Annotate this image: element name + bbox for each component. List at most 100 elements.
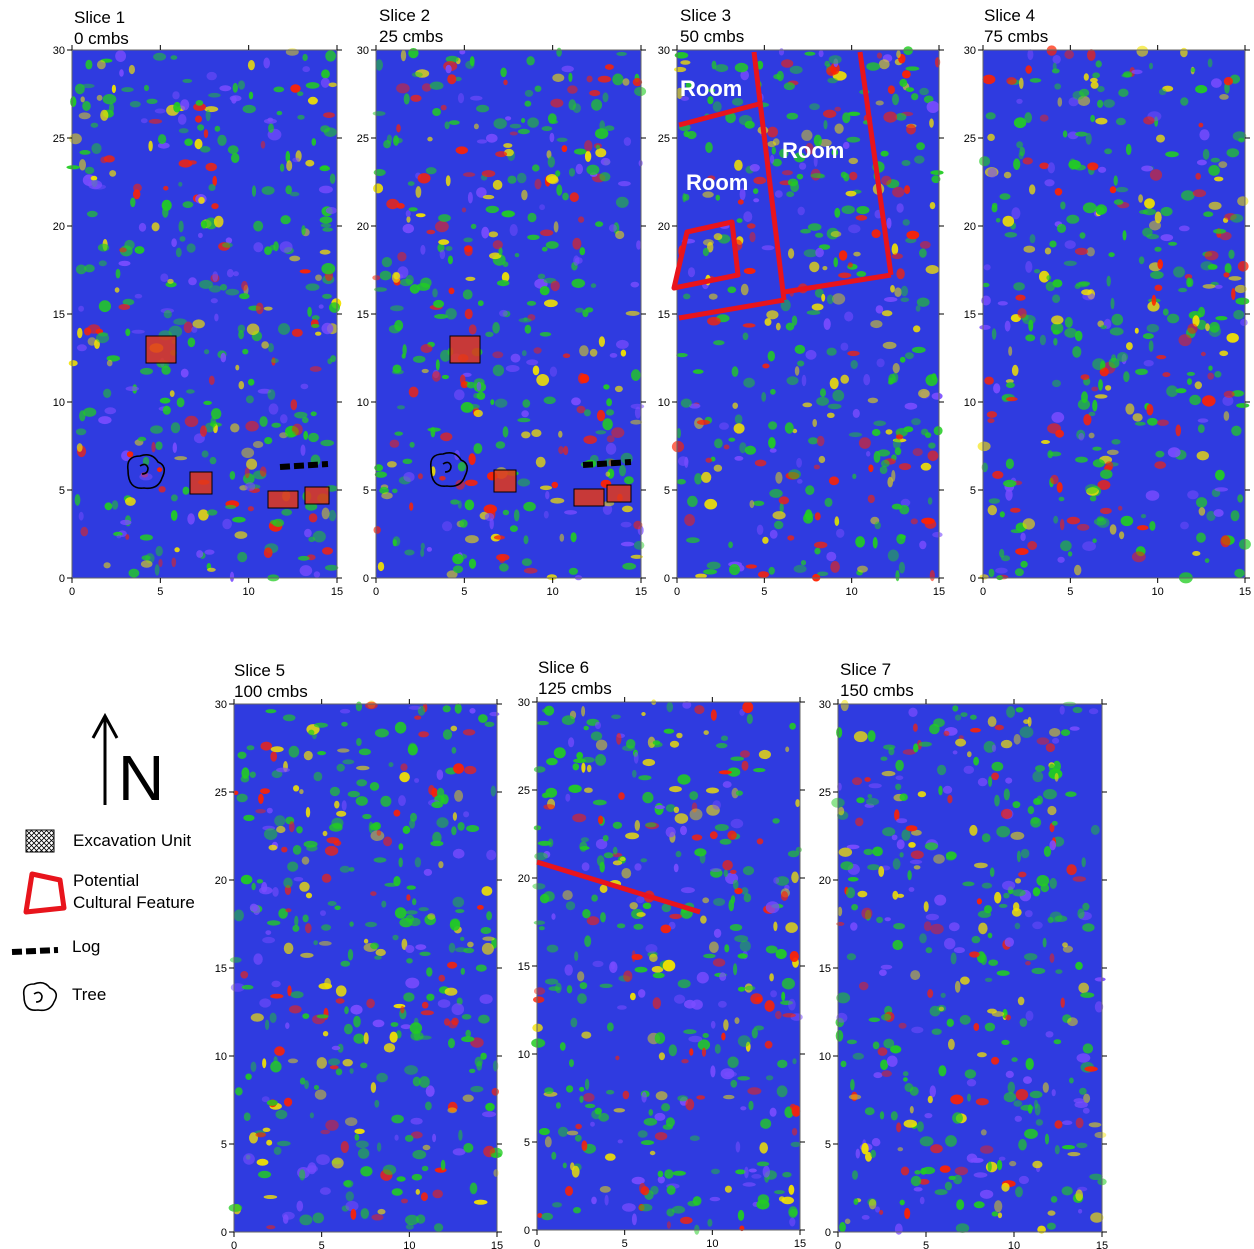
y-tick-label: 25 [819, 787, 831, 799]
slice-2: Slice 2 25 cmbs 0 5 10 15 0 5 10 15 20 25 30 [303, 0, 648, 600]
map-axes: 0 5 10 15 0 5 10 15 20 25 30 [964, 45, 1251, 598]
map-anomalies [977, 45, 1251, 584]
legend-label: Log [72, 937, 101, 956]
y-tick-label: 20 [518, 873, 530, 885]
room-label: Room [686, 170, 748, 195]
y-tick-label: 30 [819, 699, 831, 711]
log-marker [582, 459, 632, 468]
map-anomalies [531, 699, 803, 1235]
y-tick-label: 10 [357, 397, 369, 409]
slice-title: Slice 6 [538, 658, 590, 677]
x-tick-label: 0 [534, 1238, 540, 1249]
gpr-map: 0 5 10 15 0 5 10 15 20 25 30 Room Room Room [658, 45, 945, 598]
x-tick-label: 10 [547, 586, 559, 598]
slice-title: Slice 5 [234, 661, 286, 680]
y-tick-label: 20 [357, 221, 369, 233]
x-tick-label: 0 [835, 1240, 841, 1249]
y-tick-label: 20 [658, 221, 670, 233]
legend-log: Log [10, 936, 225, 962]
map-axes: 0 5 10 15 0 5 10 15 20 25 30 [53, 45, 343, 598]
y-tick-label: 5 [59, 485, 65, 497]
y-tick-label: 25 [964, 133, 976, 145]
x-tick-label: 0 [69, 586, 75, 598]
y-tick-label: 0 [524, 1225, 530, 1237]
x-tick-label: 15 [491, 1240, 503, 1249]
y-tick-label: 30 [53, 45, 65, 57]
slice-title: Slice 2 [379, 6, 431, 25]
y-tick-label: 20 [964, 221, 976, 233]
y-tick-label: 5 [664, 485, 670, 497]
map-anomalies [228, 700, 503, 1232]
y-tick-label: 0 [221, 1227, 227, 1239]
x-tick-label: 5 [1067, 586, 1073, 598]
log-icon [11, 947, 59, 955]
gpr-map: 0 5 10 15 0 5 10 15 20 25 30 [819, 699, 1108, 1249]
x-tick-label: 5 [319, 1240, 325, 1249]
legend-label: Tree [72, 985, 107, 1004]
gpr-map: 0 5 10 15 0 5 10 15 20 25 30 [53, 45, 343, 598]
legend: N Excavation Unit Potential Cultural Fea… [10, 700, 225, 1020]
slice-title: Slice 4 [984, 6, 1036, 25]
x-tick-label: 15 [635, 586, 647, 598]
y-tick-label: 15 [658, 309, 670, 321]
x-tick-label: 5 [461, 586, 467, 598]
y-tick-label: 25 [53, 133, 65, 145]
y-tick-label: 15 [518, 961, 530, 973]
x-tick-label: 15 [933, 586, 945, 598]
gpr-map: 0 5 10 15 0 5 10 15 20 25 30 [357, 45, 647, 598]
slice-depth: 50 cmbs [680, 27, 745, 46]
legend-label: Potential [73, 871, 140, 890]
x-tick-label: 10 [846, 586, 858, 598]
y-tick-label: 10 [53, 397, 65, 409]
gpr-map: 0 5 10 15 0 5 10 15 20 25 30 [215, 699, 503, 1249]
x-tick-label: 5 [157, 586, 163, 598]
legend-cultural-feature: Potential Cultural Feature [10, 868, 225, 918]
y-tick-label: 30 [658, 45, 670, 57]
y-tick-label: 5 [363, 485, 369, 497]
x-tick-label: 5 [923, 1240, 929, 1249]
tree-icon [22, 981, 58, 1012]
excavation-units [449, 335, 632, 507]
y-tick-label: 20 [819, 875, 831, 887]
y-tick-label: 5 [970, 485, 976, 497]
y-tick-label: 30 [215, 699, 227, 711]
y-tick-label: 5 [524, 1137, 530, 1149]
y-tick-label: 10 [658, 397, 670, 409]
legend-label: Cultural Feature [73, 893, 195, 912]
y-tick-label: 20 [215, 875, 227, 887]
map-axes: 0 5 10 15 0 5 10 15 20 25 30 [215, 699, 503, 1249]
y-tick-label: 25 [215, 787, 227, 799]
y-tick-label: 30 [518, 697, 530, 709]
legend-label: Excavation Unit [73, 831, 192, 850]
y-tick-label: 15 [215, 963, 227, 975]
room-label: Room [782, 138, 844, 163]
y-tick-label: 5 [221, 1139, 227, 1151]
north-label: N [118, 742, 165, 814]
y-tick-label: 25 [518, 785, 530, 797]
y-tick-label: 15 [53, 309, 65, 321]
y-tick-label: 20 [53, 221, 65, 233]
y-tick-label: 15 [819, 963, 831, 975]
x-tick-label: 10 [706, 1238, 718, 1249]
slice-depth: 75 cmbs [984, 27, 1049, 46]
x-tick-label: 10 [1008, 1240, 1020, 1249]
x-tick-label: 0 [231, 1240, 237, 1249]
north-arrow-icon [91, 712, 119, 805]
x-tick-label: 5 [622, 1238, 628, 1249]
y-tick-label: 0 [825, 1227, 831, 1239]
slice-title: Slice 3 [680, 6, 732, 25]
y-tick-label: 0 [59, 573, 65, 585]
y-tick-label: 10 [215, 1051, 227, 1063]
y-tick-label: 30 [357, 45, 369, 57]
slice-depth: 0 cmbs [74, 29, 129, 48]
y-tick-label: 15 [964, 309, 976, 321]
x-tick-label: 15 [1239, 586, 1251, 598]
slice-depth: 25 cmbs [379, 27, 444, 46]
y-tick-label: 0 [363, 573, 369, 585]
crosshatch-icon [25, 829, 55, 853]
x-tick-label: 15 [331, 586, 343, 598]
excavation-units [145, 335, 330, 509]
legend-tree: Tree [10, 980, 225, 1012]
tree-marker [126, 454, 166, 490]
x-tick-label: 5 [761, 586, 767, 598]
